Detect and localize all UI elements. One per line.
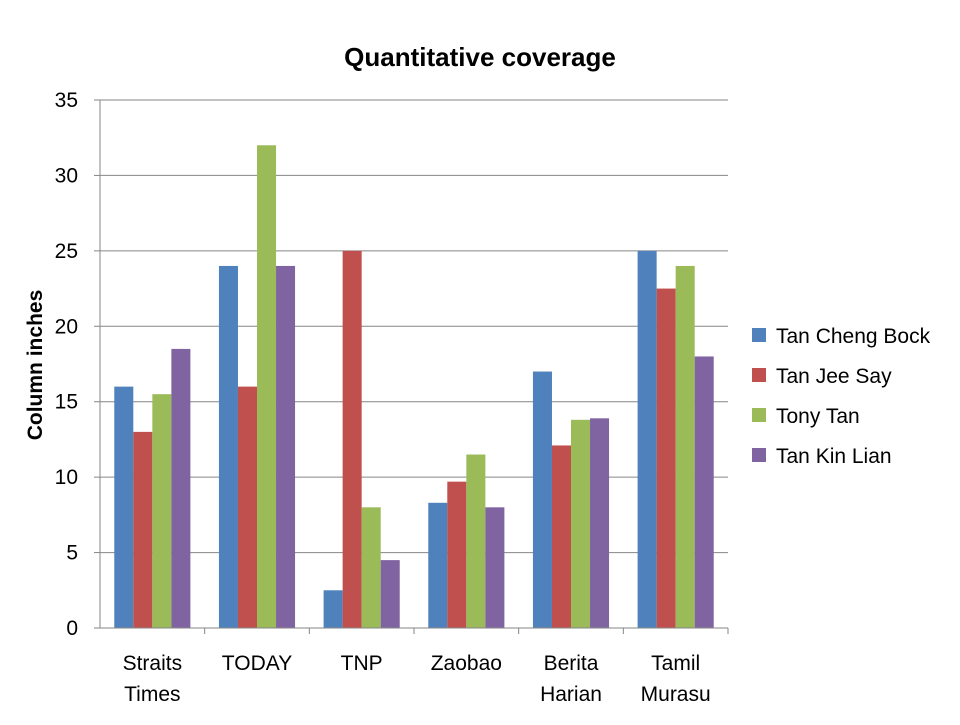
bar-tan-kin-lian — [590, 418, 610, 628]
bar-tan-jee-say — [447, 481, 467, 628]
bar-tan-cheng-bock — [114, 386, 134, 628]
y-axis-label: Column inches — [24, 290, 47, 441]
bar-tan-kin-lian — [380, 560, 400, 628]
y-tick-label: 15 — [55, 391, 78, 414]
bar-tony-tan — [571, 419, 591, 628]
legend: Tan Cheng Bock Tan Jee Say Tony Tan Tan Kin… — [752, 325, 931, 468]
bar-tan-cheng-bock — [637, 250, 657, 628]
bar-tan-cheng-bock — [532, 371, 552, 628]
y-tick-label: 35 — [55, 89, 78, 112]
y-tick-label: 20 — [55, 315, 78, 338]
y-tick-label: 0 — [66, 617, 78, 640]
chart-title: Quantitative coverage — [344, 42, 616, 72]
bar-tan-kin-lian — [276, 265, 296, 628]
bar-tan-kin-lian — [485, 507, 505, 628]
bar-tan-cheng-bock — [218, 265, 238, 628]
legend-swatch — [752, 328, 766, 342]
bar-tony-tan — [466, 454, 486, 628]
bar-tan-jee-say — [237, 386, 257, 628]
x-category-label: Zaobao — [431, 652, 502, 675]
bar-tan-jee-say — [656, 288, 676, 628]
x-category-label-line: TNP — [341, 652, 383, 675]
bar-tan-kin-lian — [694, 356, 714, 628]
bars — [114, 145, 714, 628]
bar-tony-tan — [257, 145, 277, 628]
x-category-label-line: Times — [124, 683, 180, 706]
legend-label: Tony Tan — [776, 405, 860, 428]
bar-tan-jee-say — [551, 445, 571, 628]
legend-label: Tan Cheng Bock — [776, 325, 931, 348]
y-tick-label: 30 — [55, 164, 78, 187]
legend-swatch — [752, 448, 766, 462]
bar-tan-cheng-bock — [323, 590, 343, 628]
legend-swatch — [752, 368, 766, 382]
bar-tan-kin-lian — [171, 348, 191, 628]
y-tick-label: 10 — [55, 466, 78, 489]
x-category-label-line: TODAY — [222, 652, 292, 675]
y-tick-label: 5 — [66, 542, 78, 565]
x-category-label: Tamil Murasu — [641, 652, 711, 706]
bar-tony-tan — [361, 507, 381, 628]
bar-tony-tan — [675, 265, 695, 628]
x-category-label-line: Straits — [123, 652, 183, 675]
bar-tan-cheng-bock — [428, 502, 448, 628]
x-category-label: Straits Times — [123, 652, 183, 706]
y-tick-label: 25 — [55, 240, 78, 263]
legend-label: Tan Kin Lian — [776, 445, 892, 468]
axes: 0 5 10 15 20 25 30 35 Straits Times TODAY TNP Zaobao… — [55, 89, 729, 706]
x-category-label: TNP — [341, 652, 383, 675]
x-category-label: Berita Harian — [540, 652, 602, 706]
legend-swatch — [752, 408, 766, 422]
legend-label: Tan Jee Say — [776, 365, 892, 388]
x-category-label-line: Harian — [540, 683, 602, 706]
x-category-label-line: Murasu — [641, 683, 711, 706]
x-category-label: TODAY — [222, 652, 292, 675]
x-category-label-line: Berita — [544, 652, 599, 675]
bar-tony-tan — [152, 394, 172, 628]
x-category-label-line: Zaobao — [431, 652, 502, 675]
gridlines — [100, 99, 728, 629]
bar-tan-jee-say — [133, 431, 153, 628]
bar-tan-jee-say — [342, 250, 362, 628]
x-category-label-line: Tamil — [651, 652, 700, 675]
